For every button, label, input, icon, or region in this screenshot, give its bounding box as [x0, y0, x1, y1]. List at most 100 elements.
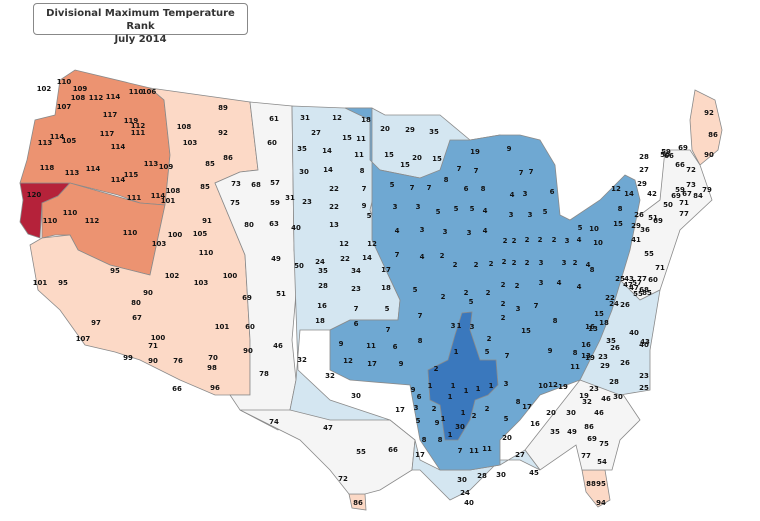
division-rank-label: 113 [65, 169, 80, 177]
division-rank-label: 7 [410, 184, 415, 192]
division-rank-label: 50 [294, 262, 304, 270]
division-rank-label: 109 [73, 85, 88, 93]
division-rank-label: 20 [412, 154, 422, 162]
division-rank-label: 6 [550, 188, 555, 196]
division-rank-label: 71 [148, 342, 158, 350]
division-rank-label: 109 [159, 163, 174, 171]
division-rank-label: 12 [548, 381, 558, 389]
division-rank-label: 23 [598, 353, 608, 361]
division-rank-label: 5 [416, 417, 421, 425]
division-rank-label: 111 [131, 129, 146, 137]
division-rank-label: 19 [558, 383, 568, 391]
division-rank-label: 3 [523, 190, 528, 198]
division-rank-label: 1 [428, 382, 433, 390]
division-rank-label: 114 [50, 133, 65, 141]
division-rank-label: 36 [640, 226, 650, 234]
division-rank-label: 70 [208, 354, 218, 362]
division-rank-label: 14 [323, 166, 333, 174]
division-rank-label: 15 [400, 161, 410, 169]
division-rank-label: 20 [546, 409, 556, 417]
division-rank-label: 1 [476, 385, 481, 393]
division-rank-label: 2 [538, 236, 543, 244]
division-rank-label: 114 [111, 143, 126, 151]
division-rank-label: 46 [601, 395, 611, 403]
division-rank-label: 29 [600, 362, 610, 370]
division-rank-label: 11 [570, 363, 580, 371]
division-rank-label: 73 [231, 180, 241, 188]
division-rank-label: 18 [599, 319, 609, 327]
division-rank-label: 103 [183, 139, 198, 147]
division-rank-label: 5 [390, 181, 395, 189]
division-rank-label: 2 [487, 335, 492, 343]
division-rank-label: 34 [351, 267, 361, 275]
division-rank-label: 94 [596, 499, 606, 507]
division-rank-label: 5 [454, 205, 459, 213]
division-rank-label: 23 [351, 285, 361, 293]
division-rank-label: 3 [516, 305, 521, 313]
division-rank-label: 26 [620, 301, 630, 309]
division-rank-label: 9 [507, 145, 512, 153]
division-rank-label: 5 [469, 298, 474, 306]
division-rank-label: 14 [322, 147, 332, 155]
division-rank-label: 1 [454, 348, 459, 356]
division-rank-label: 41 [631, 236, 641, 244]
division-rank-label: 35 [318, 267, 328, 275]
division-rank-label: 29 [631, 222, 641, 230]
division-rank-label: 2 [501, 300, 506, 308]
division-rank-label: 8 [516, 398, 521, 406]
division-rank-label: 17 [395, 406, 405, 414]
division-rank-label: 99 [123, 354, 133, 362]
division-rank-label: 12 [367, 240, 377, 248]
division-rank-label: 69 [242, 294, 252, 302]
division-rank-label: 110 [129, 88, 144, 96]
division-rank-label: 26 [620, 359, 630, 367]
division-rank-label: 27 [639, 166, 649, 174]
division-rank-label: 4 [510, 191, 515, 199]
division-rank-label: 17 [415, 451, 425, 459]
division-rank-label: 5 [413, 286, 418, 294]
division-rank-label: 17 [381, 266, 391, 274]
division-rank-label: 117 [103, 111, 118, 119]
division-rank-label: 114 [106, 93, 121, 101]
division-rank-label: 69 [653, 217, 663, 225]
division-rank-label: 57 [270, 179, 280, 187]
division-rank-label: 8 [618, 205, 623, 213]
division-rank-label: 2 [501, 314, 506, 322]
division-rank-label: 3 [420, 226, 425, 234]
division-rank-label: 2 [573, 259, 578, 267]
division-rank-label: 10 [589, 225, 599, 233]
division-rank-label: 6 [464, 185, 469, 193]
division-rank-label: 74 [269, 418, 279, 426]
division-rank-label: 50 [663, 201, 673, 209]
division-rank-label: 7 [529, 168, 534, 176]
division-rank-label: 8 [573, 349, 578, 357]
division-rank-label: 22 [605, 294, 615, 302]
division-rank-label: 4 [577, 236, 582, 244]
division-rank-label: 90 [243, 347, 253, 355]
division-rank-label: 28 [318, 282, 328, 290]
division-rank-label: 71 [655, 264, 665, 272]
division-rank-label: 110 [43, 217, 58, 225]
division-rank-label: 50 [660, 151, 670, 159]
division-rank-label: 13 [581, 352, 591, 360]
division-rank-label: 97 [91, 319, 101, 327]
division-rank-label: 2 [501, 281, 506, 289]
division-rank-label: 4 [557, 279, 562, 287]
division-rank-label: 100 [168, 231, 183, 239]
division-rank-label: 18 [315, 317, 325, 325]
division-rank-label: 8 [553, 317, 558, 325]
division-rank-label: 100 [151, 334, 166, 342]
division-rank-label: 1 [441, 415, 446, 423]
division-rank-label: 80 [131, 299, 141, 307]
division-rank-label: 110 [199, 249, 214, 257]
division-rank-label: 40 [629, 329, 639, 337]
division-rank-label: 100 [223, 272, 238, 280]
division-rank-label: 2 [503, 237, 508, 245]
division-rank-label: 3 [416, 203, 421, 211]
division-rank-label: 7 [386, 326, 391, 334]
division-rank-label: 25 [639, 384, 649, 392]
division-rank-label: 4 [395, 227, 400, 235]
division-rank-label: 2 [432, 405, 437, 413]
division-rank-label: 49 [567, 428, 577, 436]
division-rank-label: 1 [489, 382, 494, 390]
